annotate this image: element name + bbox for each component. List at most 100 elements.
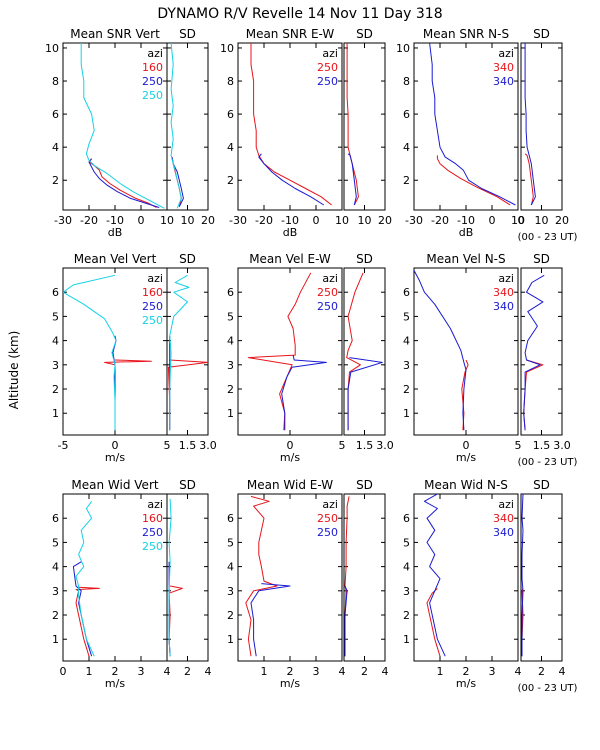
y-tick-label: 4 <box>52 335 59 348</box>
x-tick-label: 10 <box>511 214 525 227</box>
legend-entry-cyan: 250 <box>142 540 163 553</box>
legend-entry-blue: 250 <box>317 75 338 88</box>
x-tick-label: 0 <box>60 665 67 678</box>
y-tick-label: 4 <box>227 141 234 154</box>
panel-vel-2: SD 1.5 3.0 <box>166 252 217 452</box>
y-tick-label: 6 <box>52 286 59 299</box>
series-line-red-340 <box>426 588 441 657</box>
x-tick-label: 0 <box>138 214 145 227</box>
x-tick-label: 10 <box>535 214 549 227</box>
x-tick-label: 0 <box>518 214 525 227</box>
panel-title: Mean Wid N-S <box>424 478 508 492</box>
y-tick-label: 5 <box>227 536 234 549</box>
legend-title: azi <box>147 498 163 511</box>
panel-snr-6: SD 0 10 20 (00 - 23 UT) <box>518 27 578 243</box>
legend-entry-blue: 250 <box>142 300 163 313</box>
legend-entry-red: 250 <box>317 512 338 525</box>
y-tick-label: 6 <box>403 286 410 299</box>
x-axis-label: m/s <box>280 677 300 690</box>
y-tick-label: 8 <box>227 75 234 88</box>
panel-snr-3: Mean SNR E-W-30 -20 -10 0 10246810dBazi25025… <box>220 27 349 239</box>
series-group <box>414 270 469 431</box>
x-tick-label: 0 <box>463 439 470 452</box>
x-tick-label: 1.5 <box>356 439 374 452</box>
panel-title: Mean Vel Vert <box>74 252 157 266</box>
legend-entry-red: 340 <box>493 512 514 525</box>
series-line-red-250 <box>247 272 312 431</box>
figure-title: DYNAMO R/V Revelle 14 Nov 11 Day 318 <box>157 6 442 22</box>
panel-vel-6: SD 1.5 3.0 (00 - 23 UT) <box>518 252 578 468</box>
y-tick-label: 1 <box>52 407 59 420</box>
x-tick-label: -20 <box>255 214 273 227</box>
y-tick-label: 2 <box>227 609 234 622</box>
panel-title: Mean Wid E-W <box>247 478 333 492</box>
y-tick-label: 4 <box>403 561 410 574</box>
x-axis-label: dB <box>108 226 123 239</box>
y-tick-label: 3 <box>227 585 234 598</box>
x-tick-label: 4 <box>559 665 566 678</box>
x-tick-label: -30 <box>405 214 423 227</box>
y-tick-label: 2 <box>52 383 59 396</box>
series-line-red-340 <box>436 155 511 206</box>
legend-entry-blue: 250 <box>142 75 163 88</box>
series-line-cyan-250 <box>75 501 95 657</box>
series-line-blue-340 <box>414 270 467 431</box>
legend-entry-red: 340 <box>493 61 514 74</box>
y-tick-label: 5 <box>403 310 410 323</box>
x-tick-label: 4 <box>205 665 212 678</box>
y-tick-label: 6 <box>403 108 410 121</box>
y-tick-label: 1 <box>52 633 59 646</box>
x-tick-label: 4 <box>339 665 346 678</box>
time-note: (00 - 23 UT) <box>518 232 578 243</box>
y-tick-label: 2 <box>52 609 59 622</box>
y-tick-label: 4 <box>52 141 59 154</box>
series-group <box>72 501 100 657</box>
x-tick-label: 2 <box>463 665 470 678</box>
x-tick-label: 3 <box>313 665 320 678</box>
panel-frame <box>343 267 386 436</box>
panel-title: SD <box>356 252 373 266</box>
x-tick-label: 5 <box>164 439 171 452</box>
panel-frame <box>343 493 386 662</box>
series-group <box>423 494 446 657</box>
x-tick-label: 4 <box>382 665 389 678</box>
x-tick-label: 10 <box>358 214 372 227</box>
series-line-cyan-250 <box>169 274 190 431</box>
legend-title: azi <box>498 272 514 285</box>
series-line-red-250 <box>346 272 364 431</box>
x-tick-label: 0 <box>313 214 320 227</box>
series-line-red-340 <box>523 359 544 431</box>
y-tick-label: 4 <box>52 561 59 574</box>
x-axis-label: m/s <box>456 677 476 690</box>
series-line-blue-340 <box>524 43 536 206</box>
panel-snr-4: SD 10 20 <box>343 27 392 227</box>
series-line-blue-340 <box>521 494 524 657</box>
y-tick-label: 2 <box>403 609 410 622</box>
series-line-cyan-250 <box>168 498 172 657</box>
legend-entry-red: 160 <box>142 286 163 299</box>
y-tick-label: 5 <box>52 310 59 323</box>
x-tick-label: -10 <box>457 214 475 227</box>
y-tick-label: 6 <box>403 512 410 525</box>
panel-title: Mean SNR Vert <box>70 27 160 41</box>
x-tick-label: 20 <box>201 214 215 227</box>
panel-title: Mean SNR E-W <box>246 27 335 41</box>
panel-frame <box>166 493 209 662</box>
series-line-red-160 <box>75 586 100 657</box>
y-tick-label: 4 <box>227 335 234 348</box>
x-tick-label: -30 <box>229 214 247 227</box>
x-tick-label: 3 <box>489 665 496 678</box>
series-group <box>247 272 327 431</box>
x-tick-label: 0 <box>287 439 294 452</box>
series-group <box>524 43 536 206</box>
series-line-red-250 <box>245 495 278 657</box>
x-tick-label: 5 <box>515 439 522 452</box>
panel-frame <box>520 493 563 662</box>
series-group <box>168 498 183 657</box>
panel-wid-4: SD 2 4 <box>343 478 389 678</box>
series-line-blue-340 <box>423 494 446 657</box>
series-line-red-250 <box>250 43 332 206</box>
